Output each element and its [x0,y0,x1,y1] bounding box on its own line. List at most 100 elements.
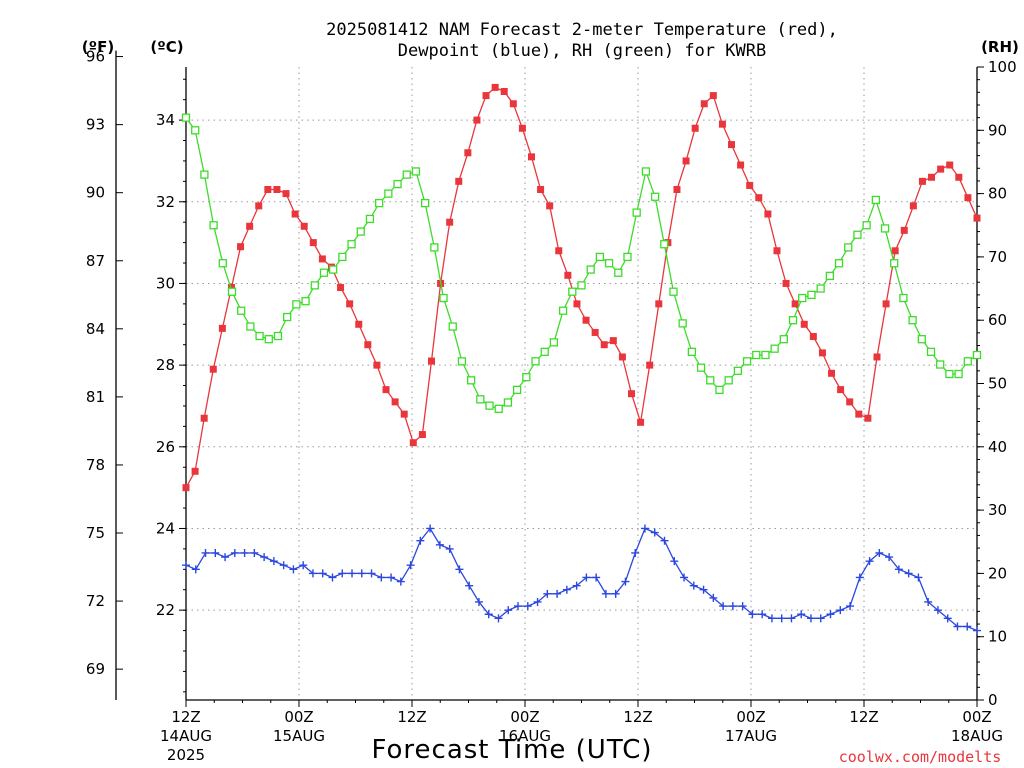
rh-point [200,170,209,179]
temperature-point [191,467,199,475]
celsius-tick-label: 28 [156,356,175,374]
fahrenheit-tick-label: 72 [86,592,105,610]
rh-tick-label: 90 [988,121,1007,139]
fahrenheit-tick-label: 69 [86,660,105,678]
rh-point [834,259,844,268]
dewpoint-point [601,589,610,598]
temperature-point [909,202,917,210]
rh-point [880,224,890,233]
dewpoint-point [338,569,347,578]
dewpoint-point [494,614,503,623]
temperature-point [455,177,463,185]
temperature-point [755,194,763,202]
rh-point [540,347,549,357]
dewpoint-point [562,585,571,594]
dewpoint-point [885,553,894,562]
data-series [181,83,982,635]
temperature-point [400,410,408,418]
temperature-point [946,161,954,169]
temperature-point [255,202,263,210]
dewpoint-point [357,569,366,578]
rh-point [365,214,375,224]
temperature-point [573,300,581,308]
temperature-point [318,255,326,263]
temperature-point [737,161,745,169]
temperature-point [246,222,254,230]
rh-point [844,243,853,252]
rh-point [853,230,862,239]
time-tick-label-hour: 00Z [962,708,991,726]
rh-tick-label: 40 [988,438,1007,456]
fahrenheit-tick-label: 78 [86,456,105,474]
dewpoint-point [709,593,718,602]
temperature-point [373,361,381,369]
dewpoint-point [308,569,317,578]
temperature-point [200,414,208,422]
rh-point [724,376,733,385]
time-tick-label-year: 2025 [167,746,205,764]
chart-title-line1: 2025081412 NAM Forecast 2-meter Temperat… [326,20,838,40]
rh-point [512,385,522,394]
dewpoint-point [621,577,630,586]
rh-point [715,385,724,394]
dewpoint-point [738,602,747,611]
dewpoint-point [250,548,259,557]
rh-point [402,170,411,179]
temperature-point [564,271,572,279]
rh-point [807,290,816,300]
celsius-unit-label: (ºC) [150,38,183,56]
dewpoint-point [387,573,396,582]
dewpoint-point [670,557,679,566]
temperature-point [555,247,563,255]
time-tick-label-date: 14AUG [160,727,212,745]
dewpoint-point [474,597,483,606]
rh-tick-label: 0 [988,691,998,709]
rh-tick-label: 80 [988,185,1007,203]
rh-point [301,297,310,306]
dewpoint-point [904,569,913,578]
fahrenheit-tick-label: 75 [86,524,105,542]
temperature-point [409,439,417,447]
temperature-point [537,186,545,194]
rh-point [595,252,605,262]
rh-point [660,240,669,249]
temperature-point [846,398,854,406]
dewpoint-point [377,573,386,582]
rh-point [696,363,706,372]
temperature-point [873,353,881,361]
dewpoint-point [201,548,210,557]
temperature-point [937,165,945,173]
x-axis-title: Forecast Time (UTC) [371,735,652,765]
rh-point [798,293,807,303]
dewpoint-point [933,606,942,615]
rh-unit-label: (RH) [981,38,1019,56]
temperature-point [209,365,217,373]
temperature-point [364,341,372,349]
rh-point [972,350,982,360]
dewpoint-point [660,536,669,545]
temperature-point [291,210,299,218]
rh-point [549,338,559,347]
dewpoint-point [943,614,952,623]
rh-point [899,293,908,303]
time-tick-label-hour: 00Z [510,708,539,726]
dewpoint-point [816,614,825,623]
dewpoint-point [396,577,405,586]
rh-point [761,350,770,360]
temperature-point [591,328,599,336]
dewpoint-point [572,581,581,590]
dewpoint-point [221,553,230,562]
rh-point [650,192,660,201]
temperature-point [973,214,981,222]
rh-point [604,259,614,268]
rh-point [420,198,430,208]
temperature-point [618,353,626,361]
dewpoint-point [299,561,308,570]
temperature-point [637,418,645,426]
fahrenheit-tick-label: 84 [86,320,105,338]
time-tick-label-hour: 12Z [171,708,200,726]
rh-point [476,395,485,404]
rh-point [264,335,273,344]
rh-point [558,306,568,315]
dewpoint-point [787,614,796,623]
